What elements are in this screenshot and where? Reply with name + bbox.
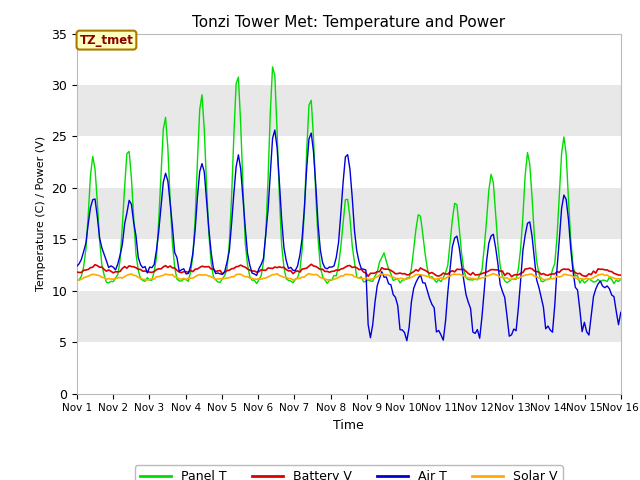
Line: Panel T: Panel T [77, 67, 621, 284]
Panel T [617, 276, 625, 282]
Solar V [73, 276, 81, 282]
Solar V [257, 276, 265, 282]
Panel T [269, 64, 276, 70]
X-axis label: Time: Time [333, 419, 364, 432]
Battery V [109, 270, 117, 276]
Battery V [617, 272, 625, 278]
Solar V [437, 275, 445, 281]
Battery V [73, 269, 81, 275]
Bar [77, 342, 621, 394]
Air T [257, 262, 265, 267]
Panel T [96, 237, 104, 243]
Bar [77, 34, 621, 85]
Line: Air T: Air T [77, 130, 621, 341]
Air T [109, 264, 117, 270]
Battery V [435, 273, 442, 279]
Air T [73, 264, 81, 269]
Battery V [583, 273, 591, 279]
Air T [583, 329, 591, 335]
Panel T [257, 273, 265, 278]
Battery V [307, 262, 315, 267]
Solar V [96, 273, 104, 278]
Bar [77, 188, 621, 240]
Panel T [435, 276, 442, 282]
Solar V [159, 273, 167, 278]
Solar V [617, 276, 625, 282]
Line: Battery V: Battery V [77, 264, 621, 276]
Solar V [109, 276, 117, 282]
Battery V [159, 264, 167, 270]
Text: TZ_tmet: TZ_tmet [79, 34, 133, 47]
Air T [403, 338, 411, 344]
Y-axis label: Temperature (C) / Power (V): Temperature (C) / Power (V) [36, 136, 45, 291]
Air T [159, 180, 167, 185]
Solar V [289, 277, 297, 283]
Air T [617, 310, 625, 315]
Battery V [96, 264, 104, 270]
Bar [77, 291, 621, 342]
Panel T [73, 276, 81, 282]
Bar [77, 85, 621, 136]
Solar V [305, 271, 313, 276]
Panel T [610, 281, 618, 287]
Battery V [508, 274, 515, 279]
Bar [77, 136, 621, 188]
Panel T [159, 126, 167, 132]
Air T [271, 127, 278, 133]
Air T [96, 235, 104, 240]
Legend: Panel T, Battery V, Air T, Solar V: Panel T, Battery V, Air T, Solar V [135, 465, 563, 480]
Battery V [257, 267, 265, 273]
Title: Tonzi Tower Met: Temperature and Power: Tonzi Tower Met: Temperature and Power [192, 15, 506, 30]
Panel T [580, 280, 588, 286]
Line: Solar V: Solar V [77, 274, 621, 280]
Air T [437, 332, 445, 338]
Panel T [109, 279, 117, 285]
Solar V [583, 275, 591, 281]
Bar [77, 240, 621, 291]
